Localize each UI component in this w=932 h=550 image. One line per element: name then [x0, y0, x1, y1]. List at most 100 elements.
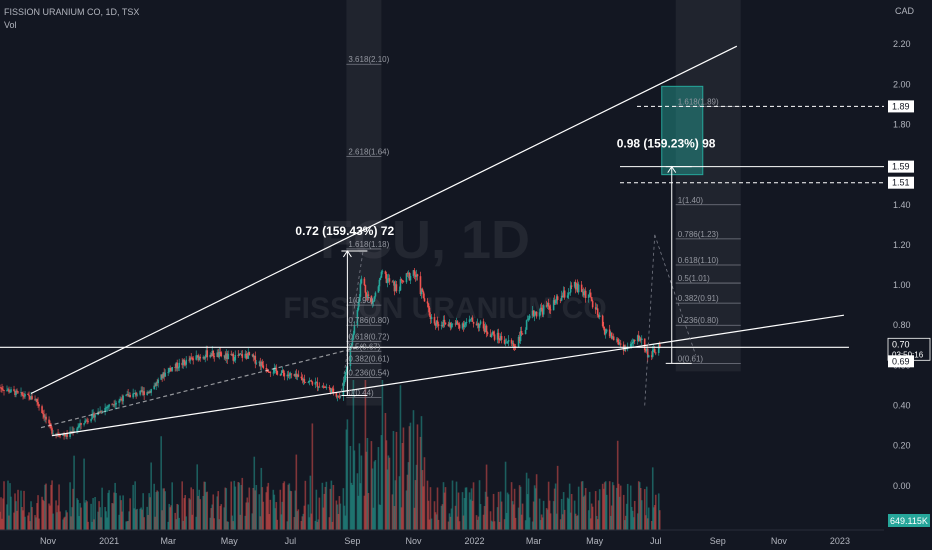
volume-bar: [281, 501, 284, 530]
volume-bar: [531, 521, 534, 530]
candle-body: [434, 323, 437, 326]
volume-bar: [85, 500, 87, 530]
time-axis[interactable]: Nov 2021 Mar May Jul Sep Nov 2022 Mar May Jul Sep No…: [0, 529, 884, 546]
candle-body: [258, 361, 261, 363]
candle-body: [470, 317, 473, 320]
candle-body: [143, 391, 145, 395]
candle-body: [219, 351, 222, 353]
volume-bar: [189, 499, 192, 530]
candle-body: [230, 353, 233, 356]
volume-bar: [638, 482, 641, 530]
candle-body: [491, 331, 494, 335]
volume-bar: [618, 496, 621, 530]
candle-body: [272, 372, 275, 374]
volume-bar: [133, 508, 135, 530]
candle-body: [601, 315, 604, 327]
candle-body: [450, 323, 453, 328]
volume-bar: [182, 520, 185, 530]
volume-bar: [167, 521, 169, 530]
candle-body: [302, 379, 305, 381]
candle-body: [457, 323, 460, 325]
candle-body: [36, 398, 38, 402]
candle-body: [546, 302, 549, 307]
volume-bar: [83, 458, 85, 530]
candle-body: [211, 350, 214, 357]
candle-body: [433, 317, 436, 324]
volume-bar: [443, 492, 446, 530]
candle-body: [140, 390, 142, 392]
volume-bar: [408, 426, 411, 530]
volume-bar: [321, 482, 324, 530]
volume-bar: [147, 514, 149, 530]
fib-level-label: 1(1.40): [678, 196, 704, 205]
volume-bar: [322, 507, 325, 530]
volume-bar: [535, 474, 538, 530]
candle-body: [435, 320, 438, 326]
candle-body: [353, 325, 356, 334]
volume-bar: [541, 517, 544, 530]
candle-body: [225, 353, 228, 359]
volume-bar: [317, 519, 320, 530]
volume-bar: [395, 431, 398, 530]
candle-body: [27, 394, 29, 395]
candle-body: [199, 356, 202, 359]
volume-bar: [391, 494, 394, 530]
candle-body: [597, 315, 600, 318]
candle-body: [587, 294, 590, 298]
candle-body: [393, 281, 396, 292]
volume-bar: [55, 500, 57, 530]
volume-bar: [170, 505, 172, 530]
volume-bar: [448, 513, 451, 530]
candle-body: [80, 423, 82, 425]
volume-bar: [176, 503, 179, 530]
volume-bar: [479, 504, 482, 530]
volume-indicator-label[interactable]: Vol: [4, 20, 17, 30]
volume-bar: [338, 496, 341, 530]
candle-body: [63, 434, 65, 436]
candle-body: [177, 367, 180, 369]
volume-bar: [23, 490, 25, 530]
volume-bar: [171, 482, 173, 530]
volume-bar: [227, 521, 230, 530]
candle-body: [245, 353, 248, 356]
candle-body: [286, 374, 289, 377]
symbol-title[interactable]: FISSION URANIUM CO, 1D, TSX: [4, 7, 140, 17]
volume-bar: [616, 440, 619, 530]
volume-bar: [471, 500, 474, 530]
candle-body: [623, 347, 626, 351]
volume-bar: [342, 488, 345, 530]
volume-bar: [188, 498, 191, 530]
candle-body: [476, 323, 479, 326]
candle-body: [422, 291, 425, 299]
candle-body: [654, 352, 657, 354]
volume-bar: [493, 521, 496, 530]
candle-body: [643, 338, 646, 351]
price-tick-label: 2.00: [893, 79, 911, 89]
fib-level-label: 0.786(0.80): [348, 316, 389, 325]
fib-zone-background: [346, 0, 382, 406]
candle-body: [164, 372, 166, 377]
candle-body: [163, 372, 165, 377]
volume-bar: [491, 521, 494, 530]
volume-bar: [301, 516, 304, 530]
candle-body: [105, 407, 107, 409]
measure-label: 0.72 (159.43%) 72: [295, 224, 394, 238]
candle-body: [45, 416, 47, 420]
candle-body: [43, 414, 45, 418]
volume-bar: [605, 494, 608, 530]
volume-bar: [106, 517, 108, 530]
candle-body: [421, 288, 424, 292]
candle-body: [401, 280, 404, 282]
candle-body: [119, 399, 121, 401]
volume-bar: [115, 492, 117, 530]
candle-body: [310, 380, 313, 382]
volume-bar: [48, 503, 50, 530]
price-axis[interactable]: CAD2.202.001.801.601.401.201.000.800.600…: [884, 0, 932, 550]
candle-body: [31, 396, 33, 400]
candle-body: [296, 374, 299, 377]
candle-body: [325, 387, 328, 388]
volume-bar: [357, 495, 360, 530]
volume-bar: [177, 504, 180, 530]
candle-body: [441, 325, 444, 327]
